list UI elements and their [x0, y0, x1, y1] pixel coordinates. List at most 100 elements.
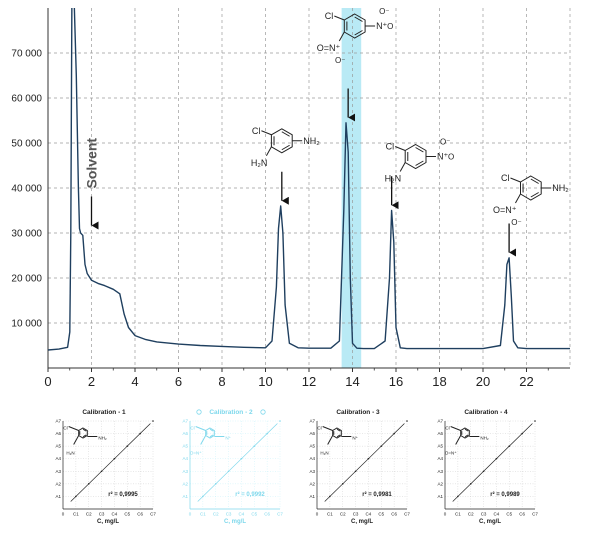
substituent-label: O⁻: [335, 56, 345, 65]
y-tick-label: A7: [309, 419, 315, 424]
substituent-label: O⁻: [511, 218, 521, 227]
x-tick-label: C6: [137, 512, 143, 517]
y-tick-label: A1: [55, 494, 61, 499]
calibration-point: [457, 495, 459, 498]
double-bond: [464, 428, 469, 432]
substituent-label: O=N⁺: [190, 451, 202, 456]
x-tick-label: 20: [476, 374, 490, 389]
y-tick-label: 20 000: [11, 274, 42, 285]
x-tick-label: C7: [277, 512, 283, 517]
calibration-title: Calibration - 4: [464, 409, 508, 416]
x-tick-label: C4: [112, 512, 118, 517]
x-tick-label: 10: [258, 374, 272, 389]
y-tick-label: 50 000: [11, 139, 42, 150]
x-tick-label: C4: [366, 512, 372, 517]
x-tick-label: C7: [150, 512, 156, 517]
x-tick-label: C1: [73, 512, 79, 517]
calibration-point: [100, 470, 103, 473]
y-tick-label: A4: [55, 456, 61, 461]
substituent-label: O⁻: [379, 7, 389, 16]
benzene-ring: [520, 175, 542, 201]
calibration-xlabel: C, mg/L: [351, 519, 373, 525]
substituent-label: N⁺: [376, 21, 387, 31]
y-tick-label: 30 000: [11, 229, 42, 240]
x-tick-label: C2: [213, 512, 219, 517]
benzene-ring: [460, 427, 470, 439]
y-tick-label: A4: [437, 456, 443, 461]
substituent-label: O=N⁺: [493, 205, 517, 215]
x-tick-label: C6: [391, 512, 397, 517]
x-tick-label: C1: [327, 512, 333, 517]
calibration-point: [495, 457, 498, 460]
x-tick-label: C2: [86, 512, 92, 517]
y-tick-label: A1: [182, 494, 188, 499]
x-tick-label: 16: [389, 374, 403, 389]
calibration-molecule: Cl H₂N NH₂: [63, 426, 106, 456]
r-squared-label: r² = 0,9995: [108, 491, 138, 498]
bond: [394, 146, 406, 151]
x-tick-label: C6: [264, 512, 270, 517]
x-tick-label: C1: [455, 512, 461, 517]
double-bond: [209, 428, 214, 432]
calibration-point: [508, 445, 511, 447]
y-tick-label: A4: [182, 456, 188, 461]
calibration-point: [341, 483, 344, 485]
calibration-point: [534, 420, 536, 422]
substituent-label: N⁺: [352, 436, 358, 441]
substituent-label: O=N⁺: [317, 43, 341, 53]
calibration-point: [126, 445, 129, 447]
molecule-3: Cl H₂N N⁺ O⁻ O: [385, 138, 455, 184]
molecule-4: Cl O=N⁺ O⁻ NH₂: [493, 173, 569, 227]
bond: [265, 146, 272, 156]
benzene-ring: [332, 427, 342, 439]
substituent-label: H₂N: [251, 158, 268, 168]
y-tick-label: A3: [309, 469, 315, 474]
double-bond: [82, 428, 87, 432]
bond: [338, 31, 345, 42]
calibration-point: [367, 457, 370, 460]
bond: [455, 435, 462, 445]
substituent-label: Cl: [386, 142, 395, 152]
double-bond: [336, 428, 341, 432]
x-tick-label: C3: [226, 512, 232, 517]
double-bond: [464, 434, 469, 438]
double-bond: [530, 178, 539, 184]
solvent-label: Solvent: [84, 138, 100, 189]
bond: [327, 435, 334, 445]
substituent-label: O: [448, 153, 454, 162]
calibration-molecule: Cl O=N⁺ N⁺: [190, 426, 232, 456]
calibration-panel-3: Calibration - 3 0 C1 C2 C3 C4 C5 C6 C7 A1 A2 A3 A4 A5…: [309, 409, 410, 525]
x-tick-label: C6: [519, 512, 525, 517]
calibration-point: [240, 457, 243, 460]
x-tick-label: 0: [44, 374, 51, 389]
x-tick-label: C5: [378, 512, 384, 517]
calibration-point: [406, 420, 408, 422]
y-tick-label: A7: [55, 419, 61, 424]
calibration-point: [279, 420, 281, 422]
calibration-point: [87, 483, 90, 485]
y-tick-label: A3: [55, 469, 61, 474]
calibration-point: [521, 432, 523, 435]
double-bond: [354, 30, 363, 36]
x-tick-label: C2: [468, 512, 474, 517]
y-tick-label: A6: [55, 431, 61, 436]
calibration-point: [75, 495, 77, 498]
x-tick-label: C3: [353, 512, 359, 517]
x-tick-label: 6: [175, 374, 182, 389]
calibration-point: [329, 495, 331, 498]
substituent-label: Cl: [445, 426, 449, 431]
double-bond: [336, 434, 341, 438]
double-bond: [530, 192, 539, 198]
y-tick-label: A2: [437, 481, 443, 486]
y-tick-label: A5: [437, 444, 443, 449]
substituent-label: N⁺: [225, 436, 231, 441]
y-tick-label: A4: [309, 456, 315, 461]
y-tick-label: A2: [182, 481, 188, 486]
y-tick-label: A6: [437, 431, 443, 436]
y-tick-label: 10 000: [11, 319, 42, 330]
substituent-label: NH₂: [303, 136, 320, 146]
double-bond: [281, 144, 290, 151]
bond: [515, 193, 521, 204]
calibration-molecule: Cl O=N⁺ NH₂: [445, 426, 489, 456]
y-tick-label: A1: [437, 494, 443, 499]
